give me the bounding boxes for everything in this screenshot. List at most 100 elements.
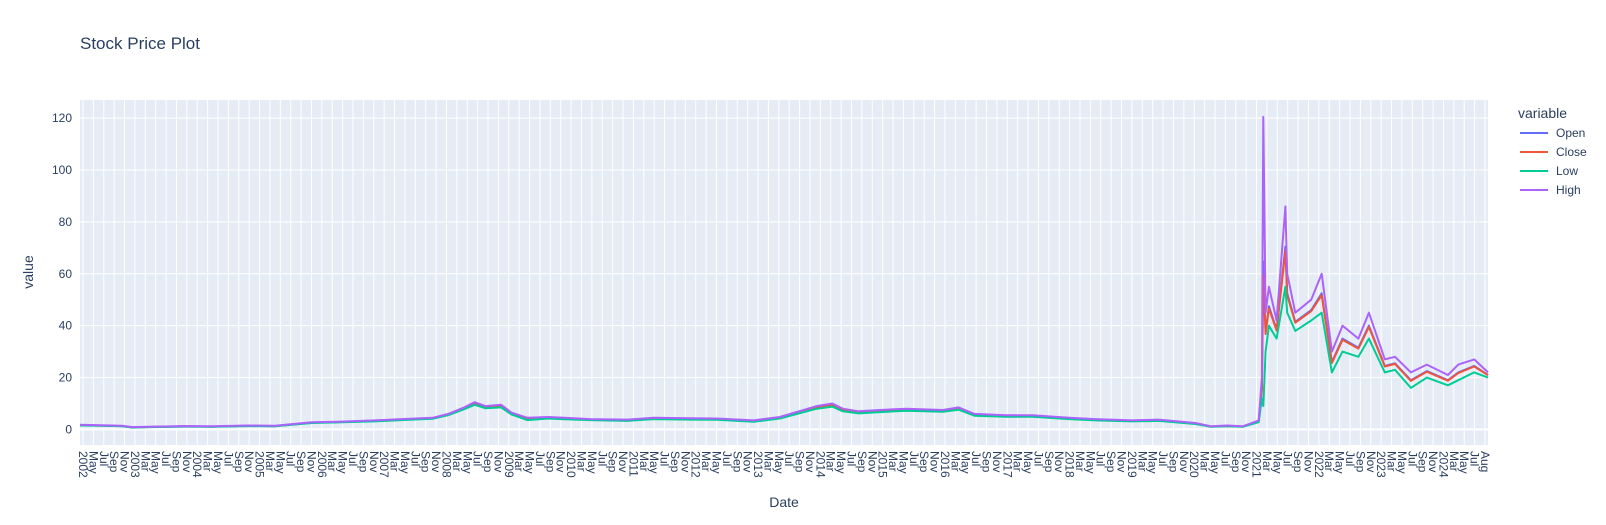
x-axis-title: Date bbox=[769, 494, 799, 510]
x-tick-label: 2007 bbox=[377, 451, 391, 478]
x-tick-label: Jul bbox=[969, 451, 983, 466]
x-tick-label: Jul bbox=[1405, 451, 1419, 466]
x-tick-label: 2006 bbox=[315, 451, 329, 478]
x-tick-label: Jul bbox=[1156, 451, 1170, 466]
x-tick-label: Mar bbox=[1322, 451, 1336, 472]
x-tick-label: Jul bbox=[221, 451, 235, 466]
y-tick-labels: 0 20 40 60 80 100 120 bbox=[52, 111, 72, 436]
x-tick-label: 2014 bbox=[813, 451, 827, 478]
x-tick-label: Jul bbox=[658, 451, 672, 466]
x-tick-label: Sep bbox=[1229, 451, 1243, 473]
x-tick-label: May bbox=[460, 451, 474, 474]
y-tick-label: 120 bbox=[52, 111, 72, 125]
x-tick-label: Sep bbox=[793, 451, 807, 473]
x-tick-label: Aug bbox=[1478, 451, 1492, 472]
x-tick-label: May bbox=[709, 451, 723, 474]
x-tick-label: 2005 bbox=[253, 451, 267, 478]
x-tick-label: May bbox=[1457, 451, 1471, 474]
x-tick-label: Nov bbox=[865, 451, 879, 472]
x-tick-label: 2012 bbox=[689, 451, 703, 478]
x-tick-label: Nov bbox=[180, 451, 194, 472]
x-tick-label: May bbox=[1270, 451, 1284, 474]
x-tick-label: May bbox=[149, 451, 163, 474]
x-tick-label: Nov bbox=[491, 451, 505, 472]
x-tick-label: Mar bbox=[1198, 451, 1212, 472]
x-tick-label: Jul bbox=[782, 451, 796, 466]
legend-label-close: Close bbox=[1556, 145, 1587, 159]
x-tick-label: Nov bbox=[1426, 451, 1440, 472]
x-tick-label: 2008 bbox=[439, 451, 453, 478]
x-tick-label: Mar bbox=[1260, 451, 1274, 472]
x-tick-label: Sep bbox=[917, 451, 931, 473]
x-tick-label: 2024 bbox=[1436, 451, 1450, 478]
x-tick-label: Jul bbox=[907, 451, 921, 466]
series-lines bbox=[79, 115, 1489, 429]
x-tick-label: Mar bbox=[824, 451, 838, 472]
x-tick-label: Jul bbox=[1031, 451, 1045, 466]
x-tick-label: Mar bbox=[1135, 451, 1149, 472]
x-tick-label: Mar bbox=[201, 451, 215, 472]
x-tick-label: Nov bbox=[554, 451, 568, 472]
y-tick-label: 80 bbox=[59, 215, 73, 229]
x-tick-label: Nov bbox=[678, 451, 692, 472]
x-tick-label: Nov bbox=[741, 451, 755, 472]
x-tick-label: 2021 bbox=[1250, 451, 1264, 478]
x-tick-label: Nov bbox=[616, 451, 630, 472]
x-tick-label: Mar bbox=[886, 451, 900, 472]
x-tick-label: 2022 bbox=[1312, 451, 1326, 478]
x-tick-label: Sep bbox=[294, 451, 308, 473]
x-tick-label: Sep bbox=[169, 451, 183, 473]
x-tick-label: Mar bbox=[699, 451, 713, 472]
x-tick-label: May bbox=[1146, 451, 1160, 474]
y-tick-label: 100 bbox=[52, 163, 72, 177]
legend-label-low: Low bbox=[1556, 164, 1578, 178]
x-tick-label: Jul bbox=[595, 451, 609, 466]
x-tick-label: Mar bbox=[263, 451, 277, 472]
x-tick-label: May bbox=[211, 451, 225, 474]
y-gridlines bbox=[80, 117, 1488, 431]
x-tick-label: 2010 bbox=[564, 451, 578, 478]
x-tick-label: Sep bbox=[668, 451, 682, 473]
x-tick-label: Sep bbox=[1353, 451, 1367, 473]
x-tick-label: Sep bbox=[1166, 451, 1180, 473]
x-tick-label: Jul bbox=[845, 451, 859, 466]
x-tick-label: 2013 bbox=[751, 451, 765, 478]
x-tick-label: Mar bbox=[1011, 451, 1025, 472]
x-tick-label: Sep bbox=[419, 451, 433, 473]
x-tick-label: Mar bbox=[512, 451, 526, 472]
x-tick-label: May bbox=[1208, 451, 1222, 474]
x-tick-label: May bbox=[959, 451, 973, 474]
x-tick-label: Sep bbox=[543, 451, 557, 473]
x-tick-label: Sep bbox=[1291, 451, 1305, 473]
x-tick-label: Sep bbox=[606, 451, 620, 473]
x-tick-label: Sep bbox=[356, 451, 370, 473]
x-tick-label: Jul bbox=[1094, 451, 1108, 466]
series-line-high bbox=[79, 115, 1489, 429]
x-tick-label: Mar bbox=[1073, 451, 1087, 472]
x-tick-label: Mar bbox=[325, 451, 339, 472]
x-tick-label: 2009 bbox=[502, 451, 516, 478]
x-tick-label: 2016 bbox=[938, 451, 952, 478]
x-tick-label: Mar bbox=[761, 451, 775, 472]
x-tick-label: May bbox=[1021, 451, 1035, 474]
x-tick-label: May bbox=[336, 451, 350, 474]
x-tick-label: Nov bbox=[1177, 451, 1191, 472]
x-tick-label: Jul bbox=[284, 451, 298, 466]
x-tick-label: 2023 bbox=[1374, 451, 1388, 478]
x-tick-label: May bbox=[1333, 451, 1347, 474]
x-tick-label: 2003 bbox=[128, 451, 142, 478]
x-tick-label: 2015 bbox=[876, 451, 890, 478]
x-tick-label: May bbox=[86, 451, 100, 474]
x-tick-label: Jul bbox=[159, 451, 173, 466]
x-tick-label: Mar bbox=[1385, 451, 1399, 472]
x-tick-label: Sep bbox=[980, 451, 994, 473]
x-tick-label: Nov bbox=[1239, 451, 1253, 472]
y-tick-label: 0 bbox=[65, 422, 72, 436]
x-tick-label: Jul bbox=[1281, 451, 1295, 466]
x-tick-label: Nov bbox=[1301, 451, 1315, 472]
x-tick-label: Jul bbox=[346, 451, 360, 466]
x-tick-label: Nov bbox=[304, 451, 318, 472]
x-tick-label: May bbox=[585, 451, 599, 474]
y-tick-label: 40 bbox=[59, 319, 73, 333]
x-tick-label: Nov bbox=[1364, 451, 1378, 472]
